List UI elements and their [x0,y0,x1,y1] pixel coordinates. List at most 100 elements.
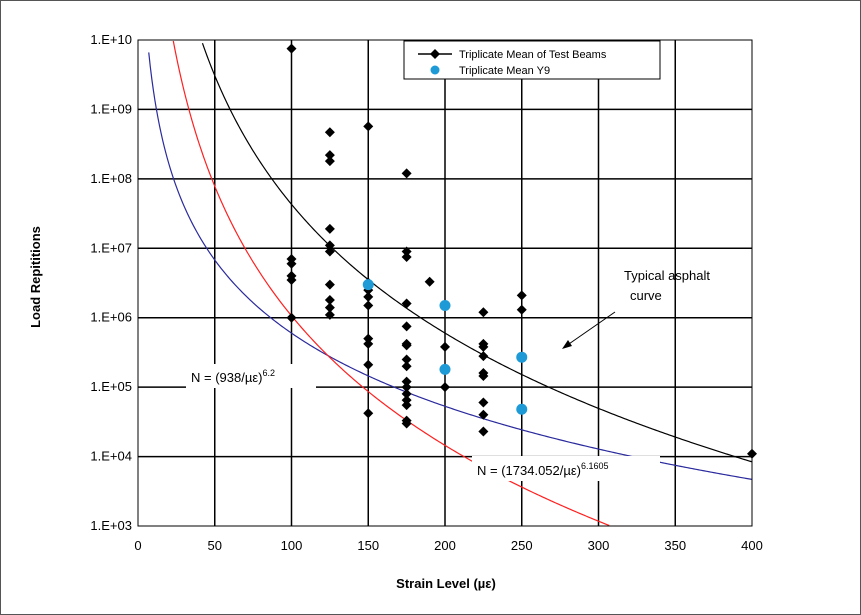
data-point-test-beam [363,291,374,302]
data-point-test-beam [363,333,374,344]
red-equation-main: N = (938/µε) [191,370,262,385]
data-point-y9 [516,403,528,415]
data-point-y9 [439,363,451,375]
data-point-test-beam [363,300,374,311]
x-axis-title: Strain Level (µε) [396,576,496,591]
data-point-test-beam [324,240,335,251]
red-equation-exponent: 6.2 [262,368,275,378]
typical-asphalt-arrow [565,311,616,347]
x-tick-label: 100 [281,538,303,553]
data-point-test-beam [478,341,489,352]
black-equation-main: N = (1734.052/µε) [477,463,581,478]
red-equation-label: N = (938/µε)6.2 [191,368,275,385]
red-equation-bg [186,364,316,388]
x-tick-label: 400 [741,538,763,553]
data-point-test-beam [478,307,489,318]
data-point-test-beam [324,279,335,290]
points [286,43,757,459]
x-tick-labels: 0 50 100 150 200 250 300 350 400 [134,538,762,553]
data-point-test-beam [401,321,412,332]
data-point-test-beam [363,408,374,419]
data-point-y9 [439,299,451,311]
typical-asphalt-label-line1: Typical asphalt [624,268,710,283]
y-tick-label: 1.E+06 [90,310,132,325]
data-point-test-beam [401,168,412,179]
data-point-test-beam [324,302,335,313]
data-point-y9 [362,279,374,291]
data-point-test-beam [401,376,412,387]
data-point-test-beam [324,309,335,320]
data-point-test-beam [440,341,450,352]
data-point-test-beam [516,290,527,301]
x-tick-label: 0 [134,538,141,553]
data-point-test-beam [401,400,412,411]
data-point-test-beam [401,382,412,393]
fitted-fatigue-curve [201,42,753,463]
plot-border [137,39,753,527]
typical-asphalt-arrowhead [562,340,572,349]
legend: Triplicate Mean of Test Beams Triplicate… [403,40,661,80]
data-point-test-beam [478,370,489,381]
data-point-test-beam [401,340,412,351]
y-tick-label: 1.E+05 [90,379,132,394]
legend-marker-test-beams [430,49,440,59]
black-equation-exponent: 6.1605 [581,461,609,471]
data-point-test-beam [401,395,412,406]
x-tick-label: 200 [434,538,456,553]
data-point-test-beam [286,274,297,285]
y-tick-label: 1.E+04 [90,449,132,464]
data-point-test-beam [286,258,297,269]
y-tick-label: 1.E+08 [90,171,132,186]
data-point-test-beam [424,276,435,287]
x-tick-label: 250 [511,538,533,553]
y-tick-label: 1.E+10 [90,32,132,47]
legend-label-test-beams: Triplicate Mean of Test Beams [459,49,607,61]
grid [138,40,752,526]
red-fatigue-curve [172,40,610,527]
data-point-test-beam [440,382,450,393]
black-equation-bg [472,456,660,481]
curves [148,40,753,527]
x-tick-label: 350 [664,538,686,553]
legend-marker-y9 [430,65,440,75]
data-point-test-beam [401,246,412,257]
data-point-test-beam [286,43,297,54]
data-point-test-beam [401,251,412,262]
data-point-test-beam [478,397,489,408]
data-point-test-beam [516,304,527,315]
y-tick-label: 1.E+09 [90,101,132,116]
x-tick-label: 150 [357,538,379,553]
data-point-test-beam [324,294,335,305]
y-tick-labels: 1.E+03 1.E+04 1.E+05 1.E+06 1.E+07 1.E+08 1.E+… [90,32,132,533]
legend-label-y9: Triplicate Mean Y9 [459,65,550,77]
x-tick-label: 50 [208,538,222,553]
data-point-y9 [516,351,528,363]
data-point-test-beam [363,359,374,370]
data-point-test-beam [363,121,374,132]
data-point-test-beam [324,150,335,161]
typical-asphalt-label-line2: curve [630,288,662,303]
data-point-test-beam [478,426,489,437]
x-tick-label: 300 [588,538,610,553]
data-point-test-beam [401,418,412,429]
data-point-test-beam [324,223,335,234]
data-point-test-beam [401,361,412,372]
data-point-test-beam [286,312,297,323]
data-point-test-beam [401,298,412,309]
y-axis-title: Load Repititions [28,226,43,328]
typical-asphalt-curve [148,52,753,481]
black-equation-label: N = (1734.052/µε)6.1605 [477,461,609,478]
data-point-test-beam [324,246,335,257]
legend-box [403,40,661,80]
data-point-test-beam [363,338,374,349]
data-point-test-beam [324,127,335,138]
y-tick-label: 1.E+03 [90,518,132,533]
data-point-test-beam [478,351,489,362]
y-tick-label: 1.E+07 [90,240,132,255]
data-point-test-beam [324,156,335,167]
data-point-test-beam [478,409,489,420]
data-point-test-beam [401,354,412,365]
data-point-test-beam [401,388,412,399]
